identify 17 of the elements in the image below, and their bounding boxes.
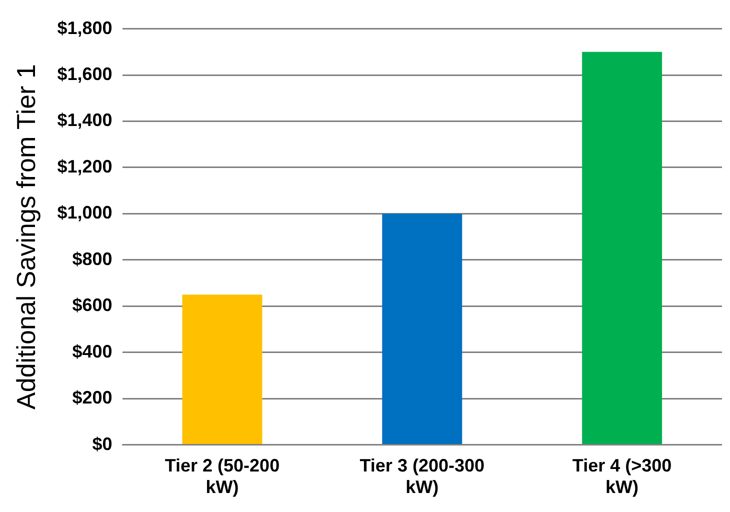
bar <box>382 214 462 444</box>
y-axis-title: Additional Savings from Tier 1 <box>10 64 41 410</box>
x-tick-label: Tier 3 (200-300 kW) <box>360 456 485 498</box>
x-tick-label: Tier 2 (50-200 kW) <box>164 456 280 498</box>
bar <box>182 294 262 444</box>
y-tick-label: $200 <box>72 388 112 408</box>
y-tick-label: $1,000 <box>57 202 112 223</box>
y-tick-label: $800 <box>72 248 112 269</box>
y-tick-label: $1,400 <box>57 110 112 130</box>
y-tick-label: $400 <box>72 341 112 362</box>
y-tick-label: $1,600 <box>57 64 112 84</box>
y-tick-label: $600 <box>72 295 112 316</box>
y-tick-label: $1,200 <box>57 156 112 176</box>
bar <box>582 52 662 444</box>
y-tick-label: $0 <box>92 434 112 454</box>
y-tick-label: $1,800 <box>57 18 112 38</box>
x-tick-label: Tier 4 (>300 kW) <box>572 456 672 498</box>
